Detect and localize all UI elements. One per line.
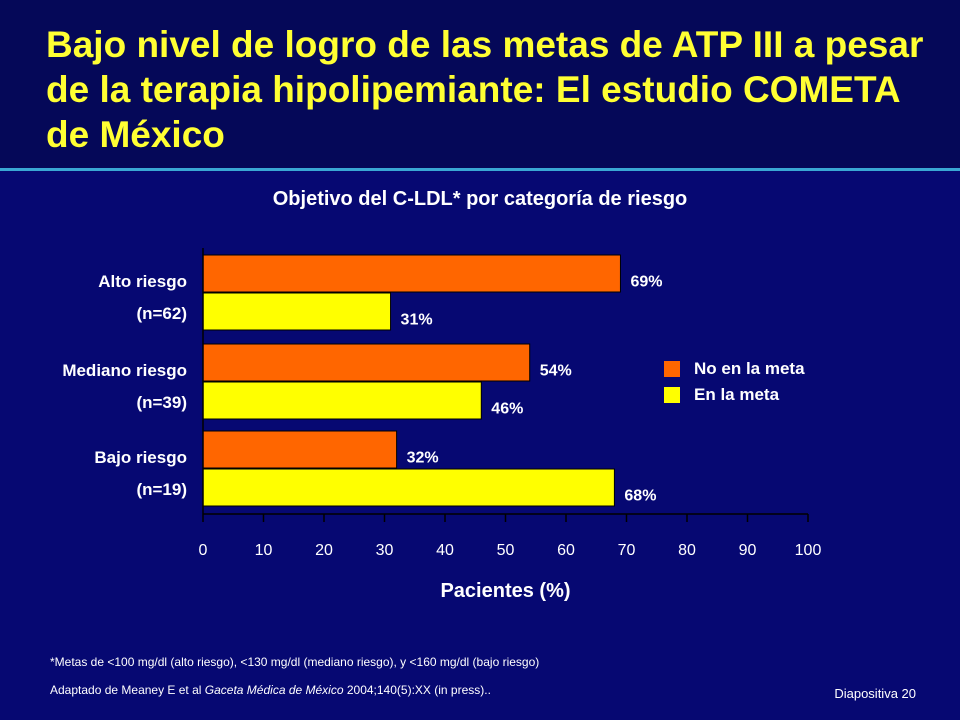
x-tick-label-50: 50 bbox=[497, 542, 515, 559]
legend-item-no-en-la-meta: No en la meta bbox=[664, 356, 805, 382]
x-tick-label-0: 0 bbox=[199, 542, 208, 559]
bar-en-la-meta-2 bbox=[202, 468, 615, 507]
chart-legend: No en la meta En la meta bbox=[664, 356, 805, 408]
legend-swatch-en-la-meta bbox=[664, 387, 680, 403]
category-label-1: Mediano riesgo bbox=[62, 361, 187, 380]
x-tick-label-80: 80 bbox=[678, 542, 696, 559]
category-label-2: Bajo riesgo bbox=[94, 448, 187, 467]
data-label-en-la-meta-2: 68% bbox=[624, 488, 656, 505]
bar-no-en-la-meta-2 bbox=[202, 430, 398, 469]
x-tick-label-40: 40 bbox=[436, 542, 454, 559]
bar-no-en-la-meta-1 bbox=[202, 343, 531, 382]
legend-item-en-la-meta: En la meta bbox=[664, 382, 805, 408]
title-divider bbox=[0, 168, 960, 171]
category-n-0: (n=62) bbox=[136, 304, 187, 323]
data-label-en-la-meta-0: 31% bbox=[401, 312, 433, 329]
legend-label-en-la-meta: En la meta bbox=[694, 385, 780, 404]
x-tick-label-90: 90 bbox=[739, 542, 757, 559]
footnote-source-prefix: Adaptado de Meaney E et al bbox=[50, 683, 205, 697]
data-label-no-en-la-meta-1: 54% bbox=[540, 363, 572, 380]
x-tick-label-100: 100 bbox=[795, 542, 822, 559]
category-n-1: (n=39) bbox=[136, 393, 187, 412]
category-label-0: Alto riesgo bbox=[98, 272, 187, 291]
bar-en-la-meta-0 bbox=[202, 292, 392, 331]
legend-swatch-no-en-la-meta bbox=[664, 361, 680, 377]
bar-en-la-meta-1 bbox=[202, 381, 482, 420]
footnote-goals: *Metas de <100 mg/dl (alto riesgo), <130… bbox=[50, 655, 540, 669]
footnote-source: Adaptado de Meaney E et al Gaceta Médica… bbox=[50, 683, 491, 697]
bar-no-en-la-meta-0 bbox=[202, 254, 621, 293]
footnote-source-journal: Gaceta Médica de México bbox=[204, 683, 344, 697]
data-label-no-en-la-meta-2: 32% bbox=[407, 450, 439, 467]
slide-number: Diapositiva 20 bbox=[834, 686, 916, 701]
title-band bbox=[0, 0, 960, 168]
x-axis-title: Pacientes (%) bbox=[440, 580, 570, 602]
x-tick-label-10: 10 bbox=[255, 542, 273, 559]
x-tick-label-70: 70 bbox=[618, 542, 636, 559]
data-label-en-la-meta-1: 46% bbox=[491, 401, 523, 418]
data-label-no-en-la-meta-0: 69% bbox=[630, 274, 662, 291]
x-tick-label-20: 20 bbox=[315, 542, 333, 559]
category-n-2: (n=19) bbox=[136, 480, 187, 499]
x-tick-label-60: 60 bbox=[557, 542, 575, 559]
legend-label-no-en-la-meta: No en la meta bbox=[694, 359, 805, 378]
slide-title: Bajo nivel de logro de las metas de ATP … bbox=[46, 24, 924, 155]
footnote-source-suffix: 2004;140(5):XX (in press).. bbox=[343, 683, 491, 697]
chart-title: Objetivo del C-LDL* por categoría de rie… bbox=[272, 188, 688, 210]
x-tick-label-30: 30 bbox=[376, 542, 394, 559]
